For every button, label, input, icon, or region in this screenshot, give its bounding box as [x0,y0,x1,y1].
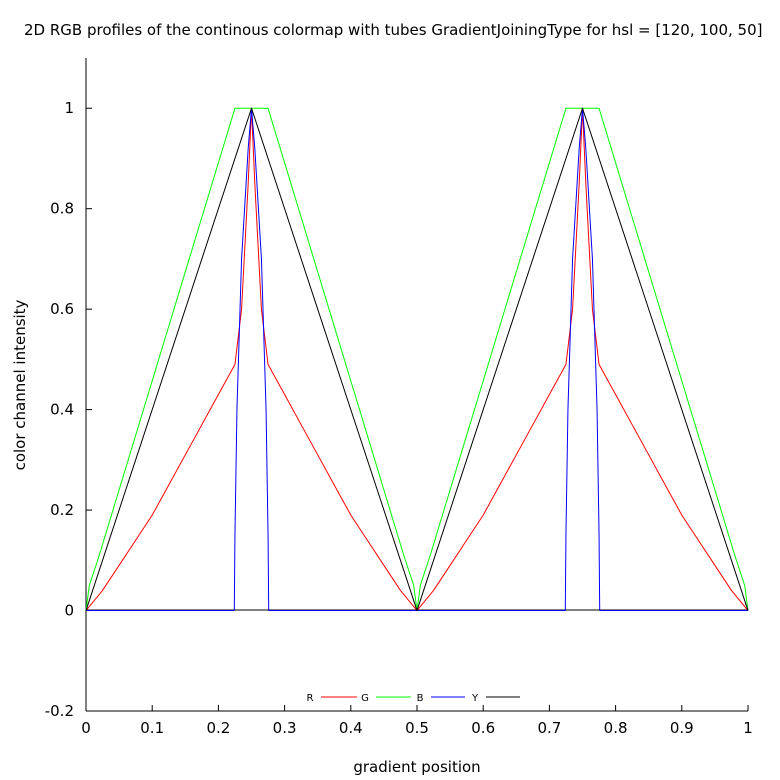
series-line-g [85,107,749,612]
chart-title: 2D RGB profiles of the continous colorma… [24,21,762,39]
x-tick-label: 0.9 [670,719,694,737]
x-tick-label: 0.8 [604,719,628,737]
x-tick-label: 0.1 [140,719,164,737]
legend-label: G [361,693,369,704]
x-tick-label: 0.6 [471,719,495,737]
y-tick-label: 1 [64,99,74,117]
y-axis-label: color channel intensity [11,299,29,470]
x-tick-label: 1 [743,719,753,737]
y-tick-label: 0.4 [50,401,74,419]
x-tick-label: 0.3 [273,719,297,737]
x-axis-label: gradient position [353,758,480,776]
x-tick-label: 0.2 [206,719,230,737]
x-tick-label: 0.4 [339,719,363,737]
legend-label: Y [471,693,479,704]
series-line-r [85,107,749,612]
x-tick-label: 0 [81,719,91,737]
y-tick-label: 0.6 [50,300,74,318]
y-tick-label: -0.2 [45,702,74,720]
axes [85,58,748,712]
y-tick-label: 0.2 [50,501,74,519]
y-tick-label: 0.8 [50,200,74,218]
x-tick-label: 0.7 [537,719,561,737]
legend-label: B [417,693,424,704]
y-tick-label: 0 [64,602,74,620]
series-layer [85,107,749,612]
series-line-y [85,107,749,612]
y-ticks: -0.2 0 0.2 0.4 0.6 0.8 1 [45,99,92,720]
series-line-b [86,107,748,612]
x-ticks: 0 0.1 0.2 0.3 0.4 0.5 0.6 0.7 0.8 0.9 1 [81,705,753,737]
x-tick-label: 0.5 [405,719,429,737]
legend-label: R [307,693,314,704]
